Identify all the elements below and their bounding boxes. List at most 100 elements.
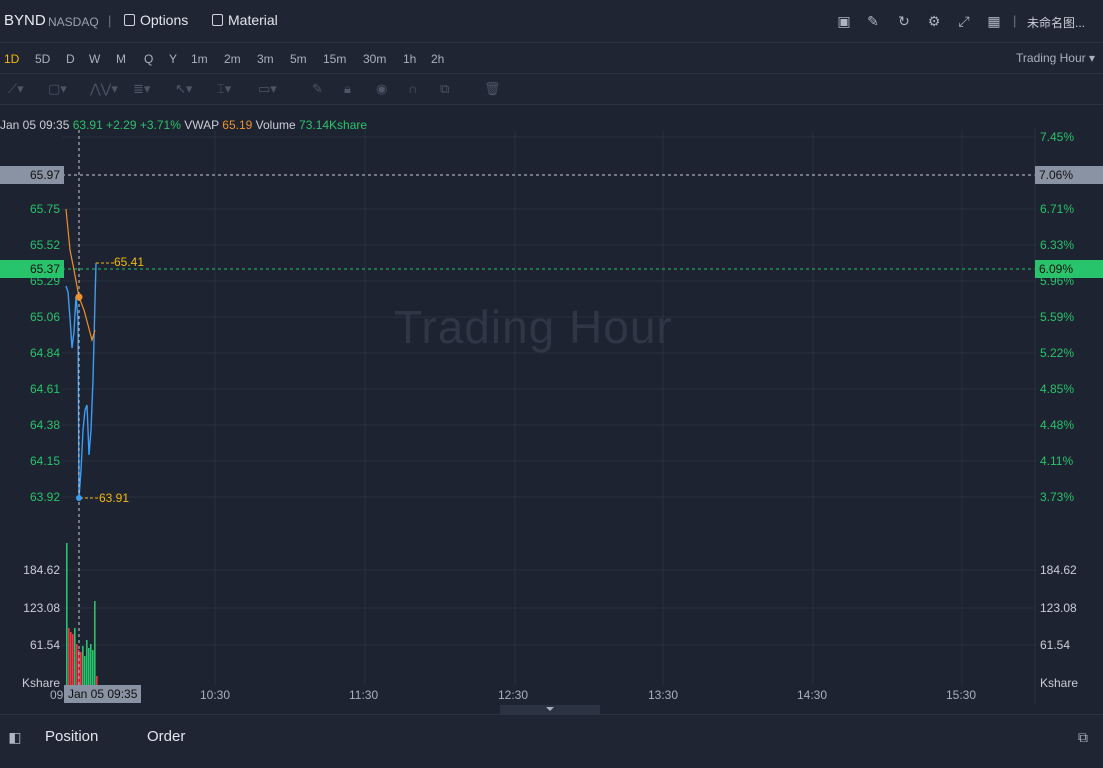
price-axis-left-label: 65.06: [29, 310, 60, 324]
timeframe-1h[interactable]: 1h: [403, 52, 417, 66]
price-axis-left-label: 64.61: [29, 382, 60, 396]
time-axis-label: 13:30: [648, 688, 679, 702]
time-axis-label: 14:30: [797, 688, 828, 702]
legend-datetime: Jan 05 09:35: [0, 118, 70, 132]
link-icon[interactable]: ⧉: [440, 81, 450, 96]
text-tool-icon[interactable]: ⌶▾: [217, 81, 232, 96]
timeframe-30m[interactable]: 30m: [363, 52, 387, 66]
price-axis-left-label: 65.75: [29, 202, 60, 216]
last-pct-tag: 6.09%: [1035, 260, 1103, 278]
time-axis-label: 15:30: [946, 688, 977, 702]
low-marker-label: 63.91: [99, 491, 130, 505]
volume-axis-right-label: 61.54: [1040, 638, 1071, 652]
exchange-name: NASDAQ: [48, 15, 99, 29]
indicator-icon[interactable]: ▣: [837, 13, 851, 29]
pct-axis-right-label: 7.45%: [1040, 130, 1075, 144]
lock-icon[interactable]: 🔒︎: [344, 81, 351, 96]
panel-toggle-icon[interactable]: ◧: [8, 729, 22, 745]
line-tool-icon[interactable]: ⟋▾: [8, 81, 24, 96]
panel-resize-handle[interactable]: [500, 705, 600, 714]
volume-axis-right-label: 123.08: [1040, 601, 1077, 615]
timeframe-w[interactable]: W: [89, 52, 101, 66]
time-axis-label: 10:30: [200, 688, 231, 702]
volume-axis-left-label: 61.54: [29, 638, 60, 652]
grid-layout-icon[interactable]: ▦: [987, 13, 1001, 29]
chevron-down-icon: [546, 707, 554, 711]
timeframe-y[interactable]: Y: [169, 52, 178, 66]
watermark: Trading Hour: [394, 301, 673, 353]
popout-icon[interactable]: ⧉: [1078, 729, 1088, 745]
legend-change-pct: +3.71%: [139, 118, 181, 132]
timeframe-m[interactable]: M: [116, 52, 126, 66]
separator-2: |: [1013, 13, 1017, 28]
rectangle-tool-icon[interactable]: ▢▾: [48, 81, 67, 96]
pct-axis-right-label: 4.11%: [1040, 454, 1074, 468]
legend-price: 63.91: [72, 118, 103, 132]
timeframe-q[interactable]: Q: [144, 52, 154, 66]
price-axis-left-label: 64.15: [29, 454, 60, 468]
time-axis-label: 09: [50, 688, 64, 702]
tab-order[interactable]: Order: [147, 728, 186, 745]
session-selector[interactable]: Trading Hour ▾: [1016, 51, 1095, 65]
pct-axis-right-label: 5.59%: [1040, 310, 1075, 324]
options-icon: [124, 14, 135, 26]
arrow-tool-icon[interactable]: ↖▾: [175, 81, 193, 96]
volume-axis-left-label: 184.62: [23, 563, 60, 577]
measure-tool-icon[interactable]: ▭▾: [258, 81, 277, 96]
volume-axis-right-label: 184.62: [1040, 563, 1077, 577]
trash-icon[interactable]: 🗑︎: [484, 81, 501, 96]
crosshair-price-tag: 65.97: [0, 166, 64, 184]
timeframe-5d[interactable]: 5D: [35, 52, 51, 66]
timeframe-d[interactable]: D: [66, 52, 75, 66]
price-axis-left-label: 64.38: [29, 418, 60, 432]
refresh-icon[interactable]: ↻: [898, 13, 910, 29]
wave-tool-icon[interactable]: ⋀⋁▾: [90, 81, 118, 96]
pct-axis-right-label: 4.48%: [1040, 418, 1075, 432]
timeframe-bar: Trading Hour ▾ 1D 5D D W M Q Y 1m 2m 3m 5m 15m 30m 1h…: [0, 43, 1103, 74]
options-label: Options: [140, 12, 189, 28]
material-button[interactable]: Material: [212, 12, 278, 28]
tab-position[interactable]: Position: [45, 728, 99, 745]
legend-volume-value: 73.14Kshare: [299, 118, 368, 132]
pct-axis-right-label: 4.85%: [1040, 382, 1075, 396]
legend-vwap-label: VWAP: [184, 118, 219, 132]
pct-axis-right-label: 3.73%: [1040, 490, 1075, 504]
document-icon: [212, 14, 223, 26]
timeframe-15m[interactable]: 15m: [323, 52, 347, 66]
price-axis-left-label: 64.84: [29, 346, 60, 360]
timeframe-3m[interactable]: 3m: [257, 52, 274, 66]
eye-icon[interactable]: ◉: [376, 81, 388, 96]
magnet-icon[interactable]: ∩: [408, 81, 418, 96]
time-axis-label: 11:30: [349, 688, 379, 702]
edit-icon[interactable]: ✎: [867, 13, 879, 29]
fullscreen-icon[interactable]: ⤢: [958, 13, 970, 29]
timeframe-5m[interactable]: 5m: [290, 52, 307, 66]
chart-area[interactable]: [0, 105, 1103, 705]
timeframe-2h[interactable]: 2h: [431, 52, 445, 66]
material-label: Material: [228, 12, 278, 28]
volume-unit-left: Kshare: [21, 676, 60, 690]
timeframe-1d[interactable]: 1D: [4, 52, 20, 66]
crosshair-time-tag: Jan 05 09:35: [64, 685, 142, 703]
price-axis-left-label: 63.92: [29, 490, 60, 504]
fib-tool-icon[interactable]: ≣▾: [133, 81, 151, 96]
layout-name[interactable]: 未命名图...: [1027, 16, 1086, 30]
pct-axis-right-label: 5.22%: [1040, 346, 1075, 360]
gear-icon[interactable]: ⚙: [927, 13, 941, 29]
top-toolbar: BYND NASDAQ | Options Material ▣ ✎ ↻ ⚙ ⤢…: [0, 0, 1103, 43]
volume-axis-left-label: 123.08: [23, 601, 60, 615]
separator: |: [108, 13, 112, 28]
legend-vwap-value: 65.19: [222, 118, 253, 132]
timeframe-2m[interactable]: 2m: [224, 52, 241, 66]
volume-unit-right: Kshare: [1040, 676, 1079, 690]
symbol-name[interactable]: BYND: [4, 12, 46, 29]
chart-legend: Jan 05 09:35 63.91 +2.29 +3.71% VWAP 65.…: [0, 118, 367, 132]
pct-axis-right-label: 6.71%: [1040, 202, 1075, 216]
crosshair-pct-tag: 7.06%: [1035, 166, 1103, 184]
pct-axis-right-label: 6.33%: [1040, 238, 1075, 252]
price-axis-left-label: 65.52: [29, 238, 60, 252]
bottom-panel-bar: ◧ Position Order ⧉: [0, 714, 1103, 768]
pen-icon[interactable]: ✎: [312, 81, 323, 96]
timeframe-1m[interactable]: 1m: [191, 52, 208, 66]
options-button[interactable]: Options: [124, 12, 188, 28]
